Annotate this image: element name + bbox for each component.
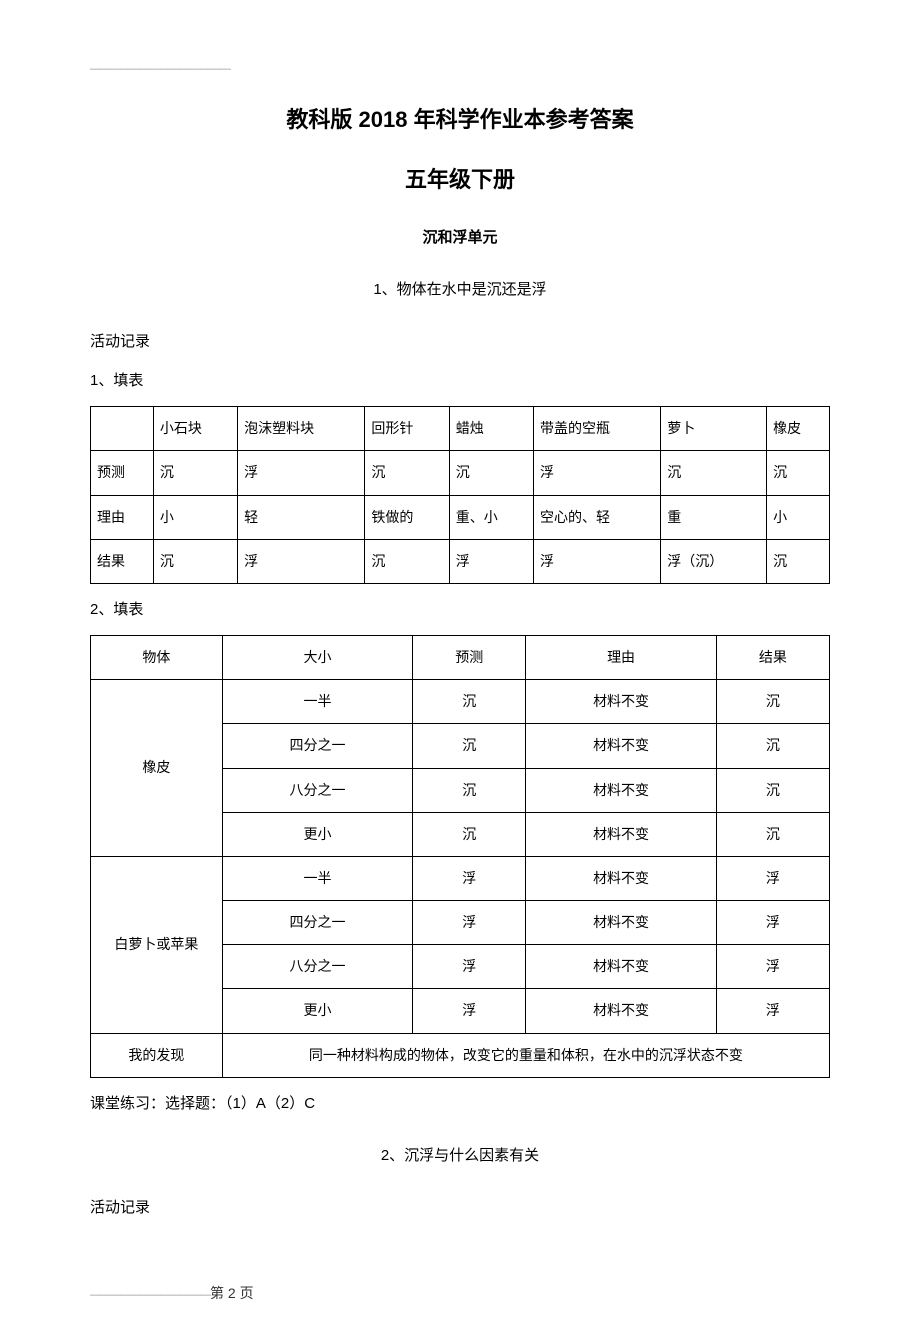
table-cell: 八分之一	[222, 945, 412, 989]
table-cell: 一半	[222, 680, 412, 724]
table-cell: 八分之一	[222, 768, 412, 812]
table-cell: 蜡烛	[449, 407, 533, 451]
table-row: 我的发现 同一种材料构成的物体，改变它的重量和体积，在水中的沉浮状态不变	[91, 1033, 830, 1077]
table-cell: 物体	[91, 635, 223, 679]
table-cell: 材料不变	[526, 901, 716, 945]
table-cell: 重、小	[449, 495, 533, 539]
table-cell: 同一种材料构成的物体，改变它的重量和体积，在水中的沉浮状态不变	[222, 1033, 829, 1077]
main-title-1: 教科版 2018 年科学作业本参考答案	[90, 100, 830, 140]
section-2-title: 2、沉浮与什么因素有关	[90, 1142, 830, 1169]
table-cell: 重	[661, 495, 767, 539]
footer-dashes: ————————————	[90, 1289, 210, 1301]
table-cell: 材料不变	[526, 989, 716, 1033]
table-cell: 浮	[716, 945, 829, 989]
table-cell: 浮	[534, 451, 661, 495]
table-cell: 浮	[413, 901, 526, 945]
table-cell: 浮	[238, 451, 365, 495]
table-cell: 浮	[238, 539, 365, 583]
page-number: 第 2 页	[210, 1285, 254, 1301]
table-cell: 材料不变	[526, 812, 716, 856]
table-cell: 小	[153, 495, 237, 539]
fill2-label: 2、填表	[90, 596, 830, 623]
table-cell: 浮	[534, 539, 661, 583]
fill1-label: 1、填表	[90, 367, 830, 394]
unit-title: 沉和浮单元	[90, 224, 830, 251]
table-cell: 带盖的空瓶	[534, 407, 661, 451]
table-cell: 预测	[91, 451, 154, 495]
activity-label-2: 活动记录	[90, 1194, 830, 1221]
section-1-title: 1、物体在水中是沉还是浮	[90, 276, 830, 303]
table-cell: 沉	[365, 539, 449, 583]
table-row: 白萝卜或苹果 一半 浮 材料不变 浮	[91, 856, 830, 900]
table-cell: 空心的、轻	[534, 495, 661, 539]
table-cell	[91, 407, 154, 451]
table-cell: 浮	[716, 901, 829, 945]
activity-label: 活动记录	[90, 328, 830, 355]
table-row: 小石块 泡沫塑料块 回形针 蜡烛 带盖的空瓶 萝卜 橡皮	[91, 407, 830, 451]
table-cell: 小	[767, 495, 830, 539]
table-cell: 浮	[413, 989, 526, 1033]
table-cell: 四分之一	[222, 724, 412, 768]
table-cell: 材料不变	[526, 768, 716, 812]
table-cell: 材料不变	[526, 945, 716, 989]
table-2: 物体 大小 预测 理由 结果 橡皮 一半 沉 材料不变 沉 四分之一 沉 材料不…	[90, 635, 830, 1078]
table-cell: 浮	[716, 856, 829, 900]
table-cell: 沉	[153, 451, 237, 495]
table-cell: 结果	[716, 635, 829, 679]
table-cell: 沉	[716, 680, 829, 724]
table-cell: 沉	[767, 539, 830, 583]
table-cell: 橡皮	[767, 407, 830, 451]
table-cell: 泡沫塑料块	[238, 407, 365, 451]
table-cell: 沉	[449, 451, 533, 495]
table-cell: 沉	[716, 768, 829, 812]
table-cell: 浮	[449, 539, 533, 583]
table-cell: 白萝卜或苹果	[91, 856, 223, 1033]
table-cell: 沉	[661, 451, 767, 495]
table-cell: 沉	[413, 724, 526, 768]
table-cell: 沉	[413, 812, 526, 856]
table-cell: 回形针	[365, 407, 449, 451]
table-row: 物体 大小 预测 理由 结果	[91, 635, 830, 679]
table-row: 预测 沉 浮 沉 沉 浮 沉 沉	[91, 451, 830, 495]
table-cell: 铁做的	[365, 495, 449, 539]
table-cell: 浮	[716, 989, 829, 1033]
practice-text: 课堂练习：选择题：（1）A（2）C	[90, 1090, 830, 1117]
table-cell: 更小	[222, 989, 412, 1033]
table-cell: 浮	[413, 945, 526, 989]
page-footer: ————————————第 2 页	[90, 1281, 830, 1306]
table-cell: 沉	[767, 451, 830, 495]
header-dashes: ——————————————	[90, 60, 230, 80]
table-cell: 沉	[365, 451, 449, 495]
table-row: 橡皮 一半 沉 材料不变 沉	[91, 680, 830, 724]
table-cell: 我的发现	[91, 1033, 223, 1077]
table-cell: 沉	[413, 680, 526, 724]
table-cell: 材料不变	[526, 724, 716, 768]
table-row: 理由 小 轻 铁做的 重、小 空心的、轻 重 小	[91, 495, 830, 539]
table-cell: 轻	[238, 495, 365, 539]
table-cell: 理由	[91, 495, 154, 539]
table-cell: 材料不变	[526, 680, 716, 724]
table-cell: 沉	[153, 539, 237, 583]
table-cell: 沉	[716, 812, 829, 856]
table-cell: 萝卜	[661, 407, 767, 451]
table-cell: 小石块	[153, 407, 237, 451]
main-title-2: 五年级下册	[90, 160, 830, 200]
table-row: 结果 沉 浮 沉 浮 浮 浮（沉） 沉	[91, 539, 830, 583]
table-cell: 一半	[222, 856, 412, 900]
table-cell: 浮（沉）	[661, 539, 767, 583]
table-1: 小石块 泡沫塑料块 回形针 蜡烛 带盖的空瓶 萝卜 橡皮 预测 沉 浮 沉 沉 …	[90, 406, 830, 584]
table-cell: 材料不变	[526, 856, 716, 900]
table-cell: 橡皮	[91, 680, 223, 857]
table-cell: 理由	[526, 635, 716, 679]
table-cell: 沉	[413, 768, 526, 812]
table-cell: 结果	[91, 539, 154, 583]
table-cell: 浮	[413, 856, 526, 900]
table-cell: 沉	[716, 724, 829, 768]
table-cell: 预测	[413, 635, 526, 679]
table-cell: 大小	[222, 635, 412, 679]
table-cell: 四分之一	[222, 901, 412, 945]
table-cell: 更小	[222, 812, 412, 856]
